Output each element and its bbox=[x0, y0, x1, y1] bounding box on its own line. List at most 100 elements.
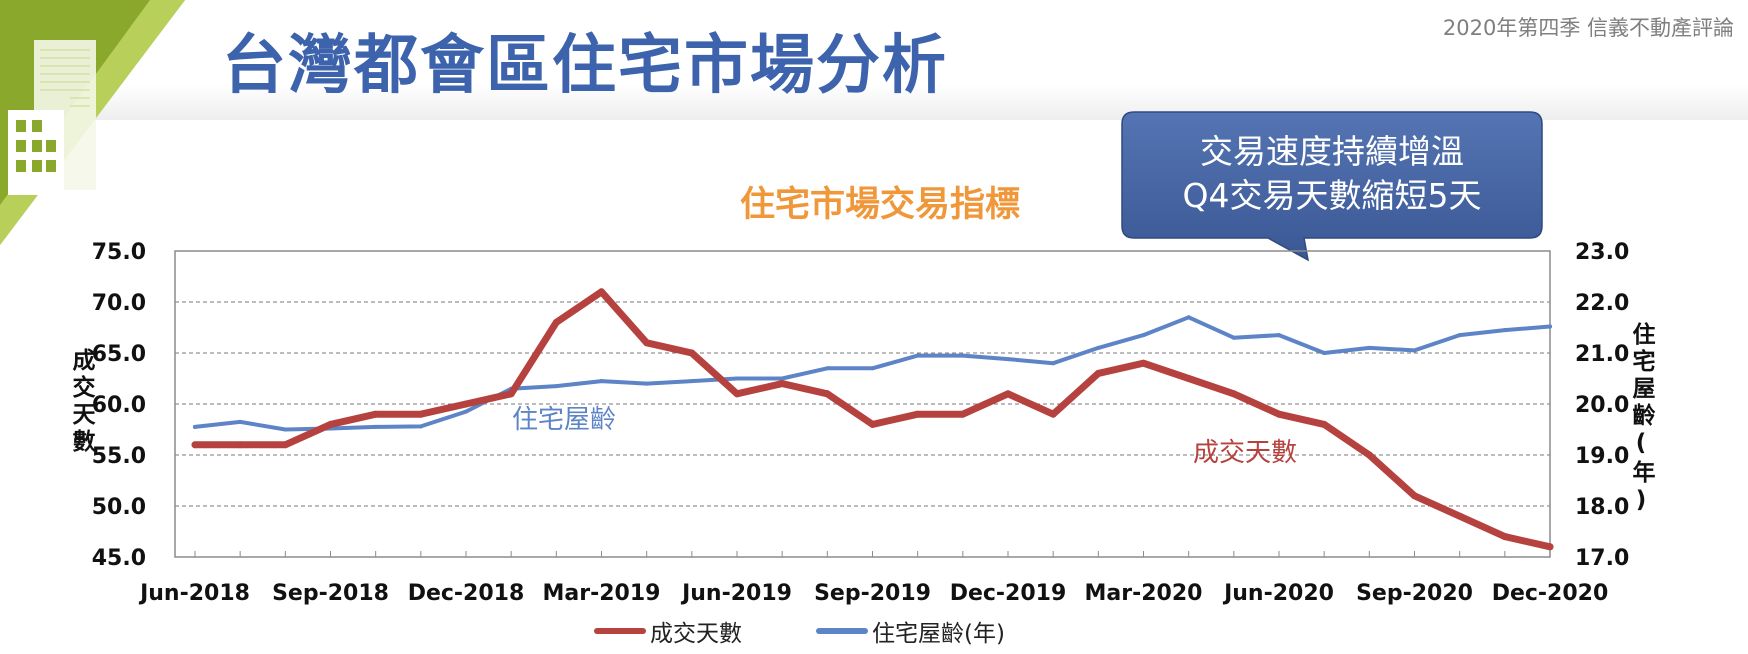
days-data-point bbox=[191, 441, 199, 449]
age-data-point bbox=[1006, 357, 1010, 362]
report-tag: 2020年第四季 信義不動產評論 bbox=[1442, 16, 1734, 40]
left-tick-label: 75.0 bbox=[92, 240, 146, 265]
age-data-point bbox=[1548, 324, 1552, 329]
right-tick-label: 20.0 bbox=[1575, 393, 1629, 418]
legend-swatch-days bbox=[594, 628, 646, 634]
days-data-point bbox=[1320, 420, 1328, 428]
callout-bubble bbox=[1121, 111, 1543, 262]
age-inline-label: 住宅屋齡 bbox=[512, 405, 616, 435]
days-data-point bbox=[507, 390, 515, 398]
age-data-point bbox=[1186, 315, 1191, 320]
days-data-point bbox=[643, 339, 651, 347]
left-tick-label: 50.0 bbox=[92, 495, 146, 520]
days-series-line bbox=[191, 288, 1554, 551]
right-tick-label: 22.0 bbox=[1575, 291, 1629, 316]
age-data-point bbox=[960, 353, 965, 358]
days-data-point bbox=[869, 420, 876, 428]
age-data-point bbox=[735, 376, 739, 381]
legend-item-days: 成交天數 bbox=[594, 614, 742, 648]
age-data-point bbox=[464, 409, 468, 414]
age-data-point bbox=[825, 366, 830, 371]
x-tick-label: Mar-2019 bbox=[543, 581, 661, 606]
x-tick-label: Jun-2018 bbox=[138, 581, 250, 606]
days-data-point bbox=[1140, 359, 1147, 367]
days-data-point bbox=[1456, 512, 1464, 520]
left-axis-label: 成交天數 bbox=[68, 348, 94, 456]
age-data-point bbox=[780, 376, 785, 381]
age-data-point bbox=[599, 379, 604, 384]
x-tick-label: Sep-2020 bbox=[1356, 581, 1473, 606]
chart-title: 住宅市場交易指標 bbox=[739, 185, 1020, 225]
x-tick-label: Sep-2018 bbox=[272, 581, 389, 606]
age-data-point bbox=[1322, 351, 1327, 355]
age-data-point bbox=[1096, 345, 1101, 350]
x-tick-label: Dec-2018 bbox=[408, 581, 525, 606]
legend-item-age: 住宅屋齡(年) bbox=[816, 614, 1005, 648]
callout-line-1: 交易速度持續增溫 bbox=[1200, 132, 1464, 171]
days-data-point bbox=[1004, 390, 1012, 398]
callout-text: 交易速度持續增溫 Q4交易天數縮短5天 bbox=[1122, 130, 1542, 218]
right-axis-label: 住宅屋齡(年) bbox=[1628, 322, 1654, 517]
days-data-point bbox=[959, 410, 967, 418]
plot-frame bbox=[174, 250, 1551, 558]
right-tick-label: 17.0 bbox=[1575, 546, 1629, 571]
age-data-point bbox=[418, 424, 423, 429]
age-data-point bbox=[1412, 348, 1417, 353]
age-data-point bbox=[373, 424, 378, 429]
days-data-point bbox=[914, 410, 922, 418]
age-data-point bbox=[870, 366, 875, 371]
age-data-point bbox=[1277, 333, 1281, 338]
left-tick-label: 65.0 bbox=[92, 342, 146, 367]
days-data-point bbox=[688, 349, 696, 357]
page-title: 台灣都會區住宅市場分析 bbox=[222, 29, 948, 103]
left-tick-label: 70.0 bbox=[92, 291, 146, 316]
legend-label-days: 成交天數 bbox=[650, 621, 742, 647]
age-data-point bbox=[1141, 333, 1146, 338]
building-logo-icon bbox=[0, 0, 185, 245]
days-data-point bbox=[733, 390, 741, 398]
days-data-point bbox=[1365, 451, 1373, 459]
days-data-point bbox=[417, 410, 425, 418]
days-data-point bbox=[552, 318, 560, 326]
days-data-point bbox=[1230, 390, 1238, 398]
days-data-point bbox=[327, 420, 334, 428]
age-data-point bbox=[915, 353, 920, 358]
days-data-point bbox=[372, 410, 380, 418]
days-data-point bbox=[462, 400, 470, 408]
age-data-point bbox=[1051, 361, 1056, 366]
days-data-point bbox=[778, 380, 786, 388]
age-data-point bbox=[1231, 335, 1236, 340]
x-tick-label: Dec-2020 bbox=[1492, 581, 1609, 606]
x-tick-label: Dec-2019 bbox=[950, 581, 1067, 606]
left-tick-label: 55.0 bbox=[92, 444, 146, 469]
days-data-point bbox=[1185, 375, 1193, 382]
x-tick-label: Sep-2019 bbox=[814, 581, 931, 606]
header-band bbox=[0, 0, 1748, 120]
age-data-point bbox=[554, 384, 559, 389]
days-inline-label: 成交天數 bbox=[1193, 438, 1297, 468]
days-data-point bbox=[823, 390, 831, 398]
age-data-point bbox=[1502, 328, 1507, 333]
x-tick-label: Jun-2020 bbox=[1222, 581, 1334, 606]
age-data-point bbox=[1457, 333, 1462, 338]
days-data-point bbox=[1501, 533, 1509, 541]
days-data-point bbox=[1411, 492, 1418, 500]
days-data-point bbox=[1049, 410, 1057, 418]
x-tick-label: Mar-2020 bbox=[1085, 581, 1203, 606]
x-tick-label: Jun-2019 bbox=[680, 581, 792, 606]
age-data-point bbox=[238, 419, 243, 424]
days-data-point bbox=[1275, 410, 1283, 418]
age-data-point bbox=[644, 381, 649, 386]
days-data-point bbox=[236, 441, 244, 449]
right-tick-label: 23.0 bbox=[1575, 240, 1629, 265]
age-data-point bbox=[283, 427, 288, 432]
left-tick-label: 45.0 bbox=[92, 546, 146, 571]
legend-label-age: 住宅屋齡(年) bbox=[872, 621, 1005, 647]
left-tick-label: 60.0 bbox=[92, 393, 146, 418]
right-tick-label: 21.0 bbox=[1575, 342, 1629, 367]
age-data-point bbox=[689, 379, 694, 384]
right-tick-label: 19.0 bbox=[1575, 444, 1629, 469]
right-tick-label: 18.0 bbox=[1575, 495, 1629, 520]
age-data-point bbox=[1367, 345, 1372, 350]
